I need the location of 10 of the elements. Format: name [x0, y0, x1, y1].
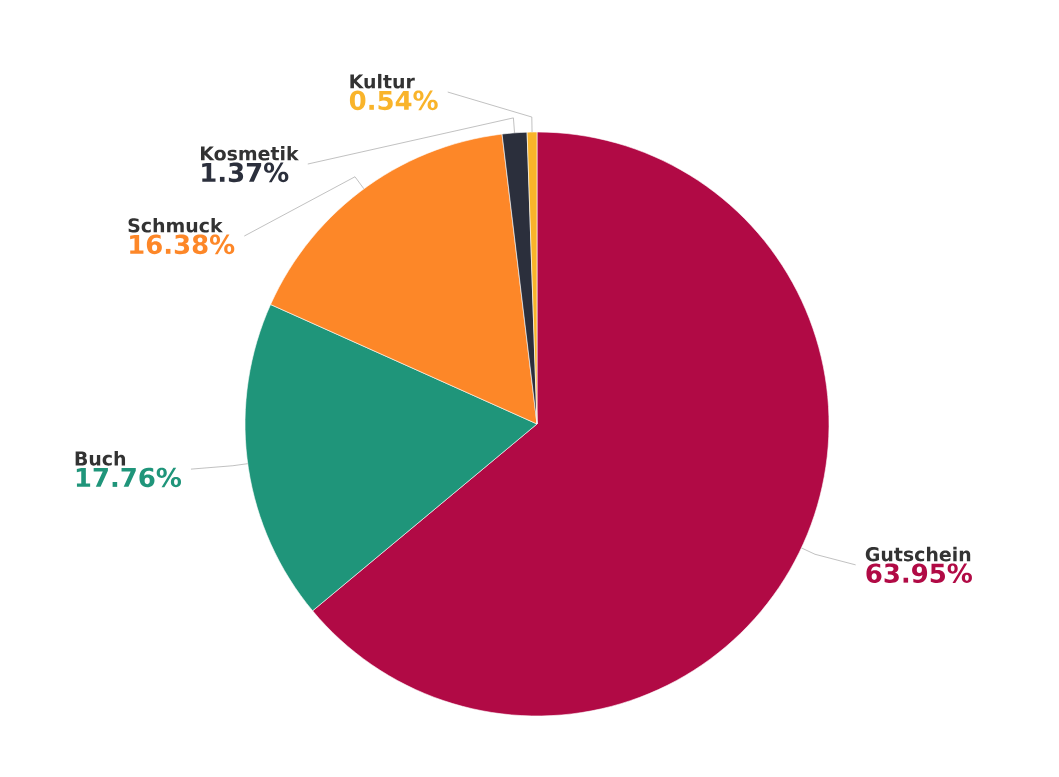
slice-label: Gutschein — [865, 546, 971, 562]
data-label: 16.38% — [130, 234, 235, 255]
data-label: 17.76% — [76, 467, 182, 488]
slice-label: Schmuck — [128, 217, 223, 233]
slice-label: Buch — [75, 451, 126, 466]
data-label: 63.95% — [866, 563, 972, 583]
slice-label: Kosmetik — [201, 145, 299, 161]
data-label: 1.37% — [202, 162, 289, 183]
data-label: 0.54% — [349, 90, 438, 111]
slice-label: Kultur — [350, 73, 415, 89]
